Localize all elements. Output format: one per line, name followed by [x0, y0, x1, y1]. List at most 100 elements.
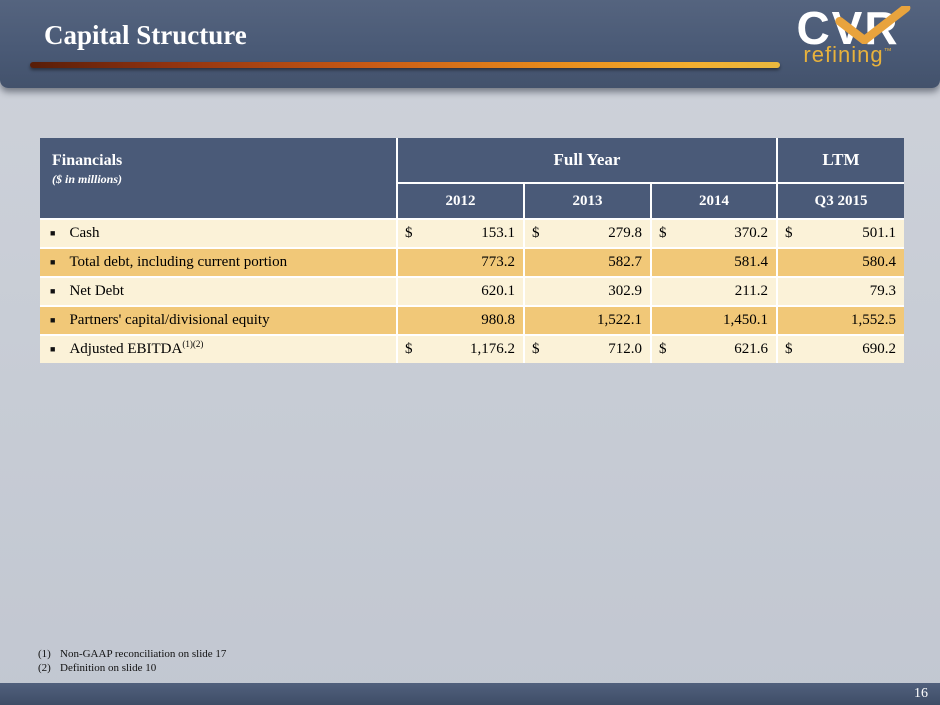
footnote-reference: (1)(2) — [182, 339, 204, 349]
footnote-text: Non-GAAP reconciliation on slide 17 — [60, 648, 227, 660]
table-row-cash: ■ Cash $153.1 $279.8 $370.2 $501.1 — [40, 220, 904, 249]
slide-header-bar: Capital Structure CVR refining™ — [0, 0, 940, 88]
value-cell: $153.1 — [398, 220, 525, 247]
value-cell: $279.8 — [525, 220, 652, 247]
cell-value: 580.4 — [862, 254, 896, 270]
header-group-row: Full Year LTM — [398, 138, 904, 184]
footnote-number: (1) — [38, 648, 51, 660]
table-row-partners-capital: ■ Partners' capital/divisional equity 98… — [40, 307, 904, 336]
cell-value: 211.2 — [734, 283, 768, 299]
cell-value: 279.8 — [608, 225, 642, 241]
row-label-cell: ■ Adjusted EBITDA(1)(2) — [40, 336, 398, 363]
year-header-2014: 2014 — [652, 184, 778, 218]
slide-footer-bar: 16 — [0, 683, 940, 705]
row-label-cell: ■ Partners' capital/divisional equity — [40, 307, 398, 334]
bullet-icon: ■ — [50, 344, 56, 354]
row-label: Adjusted EBITDA(1)(2) — [69, 339, 204, 358]
currency-symbol: $ — [532, 341, 540, 357]
footnote-2: (2) Definition on slide 10 — [38, 662, 226, 676]
cell-value: 302.9 — [608, 283, 642, 299]
financials-table: Financials ($ in millions) Full Year LTM… — [40, 138, 904, 363]
year-header-q3-2015: Q3 2015 — [778, 184, 904, 218]
cell-value: 1,450.1 — [723, 312, 768, 328]
table-row-net-debt: ■ Net Debt 620.1 302.9 211.2 79.3 — [40, 278, 904, 307]
row-label: Partners' capital/divisional equity — [69, 312, 270, 328]
row-label-cell: ■ Total debt, including current portion — [40, 249, 398, 276]
row-label: Cash — [69, 225, 100, 241]
page-number: 16 — [914, 686, 928, 701]
cell-value: 773.2 — [481, 254, 515, 270]
cell-value: 501.1 — [862, 225, 896, 241]
logo-check-icon — [835, 6, 911, 44]
row-label: Net Debt — [69, 283, 125, 299]
cell-value: 79.3 — [869, 283, 896, 299]
cell-value: 620.1 — [481, 283, 515, 299]
value-cell: $712.0 — [525, 336, 652, 363]
value-cell: $621.6 — [652, 336, 778, 363]
page-title: Capital Structure — [44, 20, 247, 50]
year-header-2013: 2013 — [525, 184, 652, 218]
logo-text-refining: refining — [803, 42, 884, 68]
currency-symbol: $ — [785, 225, 793, 241]
year-header-2012: 2012 — [398, 184, 525, 218]
value-cell: $501.1 — [778, 220, 904, 247]
value-cell: $370.2 — [652, 220, 778, 247]
bullet-icon: ■ — [50, 315, 56, 325]
logo-cvr-wrap: CVR — [796, 4, 911, 52]
ltm-header-cell: LTM — [778, 138, 904, 182]
full-year-header-cell: Full Year — [398, 138, 778, 182]
bullet-icon: ■ — [50, 257, 56, 267]
cell-value: 370.2 — [734, 225, 768, 241]
value-cell: 582.7 — [525, 249, 652, 276]
bullet-icon: ■ — [50, 286, 56, 296]
row-label-cell: ■ Net Debt — [40, 278, 398, 305]
value-cell: $690.2 — [778, 336, 904, 363]
value-cell: 773.2 — [398, 249, 525, 276]
cell-value: 980.8 — [481, 312, 515, 328]
cell-value: 690.2 — [862, 341, 896, 357]
footnote-text: Definition on slide 10 — [60, 661, 157, 674]
value-cell: 581.4 — [652, 249, 778, 276]
logo-tm-mark: ™ — [883, 46, 893, 56]
currency-symbol: $ — [532, 225, 540, 241]
currency-symbol: $ — [659, 341, 667, 357]
row-label-cell: ■ Cash — [40, 220, 398, 247]
footnote-number: (2) — [38, 661, 51, 674]
cell-value: 153.1 — [481, 225, 515, 241]
header-right-block: Full Year LTM 2012 2013 2014 Q3 2015 — [398, 138, 904, 218]
value-cell: 79.3 — [778, 278, 904, 305]
footnotes: (1) Non-GAAP reconciliation on slide 17 … — [38, 648, 226, 676]
financials-label: Financials — [52, 152, 123, 169]
value-cell: 580.4 — [778, 249, 904, 276]
value-cell: 620.1 — [398, 278, 525, 305]
value-cell: 1,522.1 — [525, 307, 652, 334]
financials-header-cell: Financials ($ in millions) — [40, 138, 398, 218]
cell-value: 621.6 — [734, 341, 768, 357]
currency-symbol: $ — [659, 225, 667, 241]
value-cell: 302.9 — [525, 278, 652, 305]
table-row-adjusted-ebitda: ■ Adjusted EBITDA(1)(2) $1,176.2 $712.0 … — [40, 336, 904, 363]
value-cell: 1,552.5 — [778, 307, 904, 334]
financials-units-label: ($ in millions) — [52, 172, 123, 186]
cell-value: 1,552.5 — [851, 312, 896, 328]
value-cell: 211.2 — [652, 278, 778, 305]
table-header: Financials ($ in millions) Full Year LTM… — [40, 138, 904, 220]
table-row-total-debt: ■ Total debt, including current portion … — [40, 249, 904, 278]
currency-symbol: $ — [785, 341, 793, 357]
cell-value: 1,522.1 — [597, 312, 642, 328]
cell-value: 712.0 — [608, 341, 642, 357]
value-cell: 1,450.1 — [652, 307, 778, 334]
header-years-row: 2012 2013 2014 Q3 2015 — [398, 184, 904, 218]
logo-text-refining-wrap: refining™ — [770, 42, 926, 68]
footnote-1: (1) Non-GAAP reconciliation on slide 17 — [38, 648, 226, 662]
cell-value: 581.4 — [734, 254, 768, 270]
cvr-refining-logo: CVR refining™ — [770, 4, 926, 68]
cell-value: 1,176.2 — [470, 341, 515, 357]
value-cell: 980.8 — [398, 307, 525, 334]
row-label: Total debt, including current portion — [69, 254, 288, 270]
title-divider — [30, 62, 780, 68]
cell-value: 582.7 — [608, 254, 642, 270]
value-cell: $1,176.2 — [398, 336, 525, 363]
currency-symbol: $ — [405, 225, 413, 241]
bullet-icon: ■ — [50, 228, 56, 238]
